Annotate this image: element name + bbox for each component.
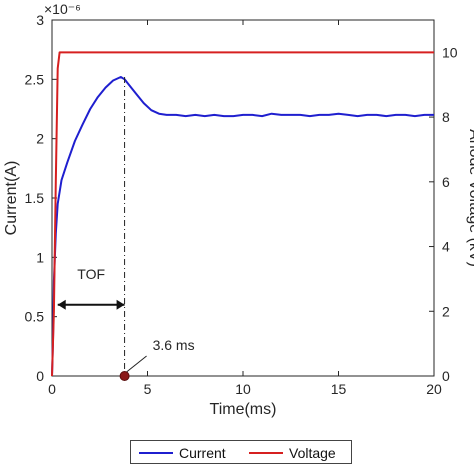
right-y-tick-label: 2	[442, 303, 450, 319]
left-y-tick-label: 1	[36, 249, 44, 265]
axes-box	[51, 19, 435, 377]
left-y-axis-ticks: 0 0.5 1 1.5 2 2.5 3	[25, 12, 57, 384]
legend: Current Voltage	[130, 440, 352, 464]
tof-marker-point	[119, 371, 130, 381]
left-y-axis-label: Current(A)	[3, 161, 20, 236]
plot-frame	[51, 19, 435, 377]
right-y-axis-ticks: 0 2 4 6 8 10	[429, 44, 458, 384]
tof-arrow-head-left	[57, 299, 66, 310]
legend-swatch-current	[139, 452, 173, 454]
series-line-voltage	[51, 51, 434, 377]
marker-label: 3.6 ms	[153, 337, 195, 353]
y-left-multiplier: ×10⁻⁶	[44, 1, 81, 17]
tof-arrow-head-right	[116, 299, 125, 310]
right-y-axis-label: Anode Voltage (kV)	[466, 129, 474, 267]
legend-item-voltage: Voltage	[249, 444, 336, 462]
legend-item-current: Current	[139, 444, 226, 462]
series-layer	[51, 51, 434, 377]
x-tick-label: 15	[331, 381, 347, 397]
x-tick-label: 10	[235, 381, 251, 397]
right-y-tick-label: 0	[442, 368, 450, 384]
x-axis-label: Time(ms)	[210, 401, 277, 418]
x-tick-label: 0	[48, 381, 56, 397]
left-y-tick-label: 0	[36, 368, 44, 384]
left-y-tick-label: 1.5	[25, 190, 45, 206]
left-y-tick-label: 2.5	[25, 71, 45, 87]
x-axis-ticks: 0 5 10 15 20	[48, 20, 442, 397]
left-y-tick-label: 0.5	[25, 309, 45, 325]
series-line-current	[51, 76, 434, 377]
x-tick-label: 20	[426, 381, 442, 397]
right-y-tick-label: 10	[442, 44, 458, 60]
x-tick-label: 5	[144, 381, 152, 397]
right-y-tick-label: 4	[442, 239, 450, 255]
left-y-tick-label: 2	[36, 131, 44, 147]
left-y-tick-label: 3	[36, 12, 44, 28]
legend-label-current: Current	[179, 445, 226, 461]
tof-label: TOF	[77, 266, 105, 282]
legend-swatch-voltage	[249, 452, 283, 454]
right-y-tick-label: 6	[442, 174, 450, 190]
legend-label-voltage: Voltage	[289, 445, 336, 461]
right-y-tick-label: 8	[442, 109, 450, 125]
annotation-layer: TOF 3.6 ms	[57, 76, 195, 381]
marker-leader-line	[126, 355, 147, 373]
